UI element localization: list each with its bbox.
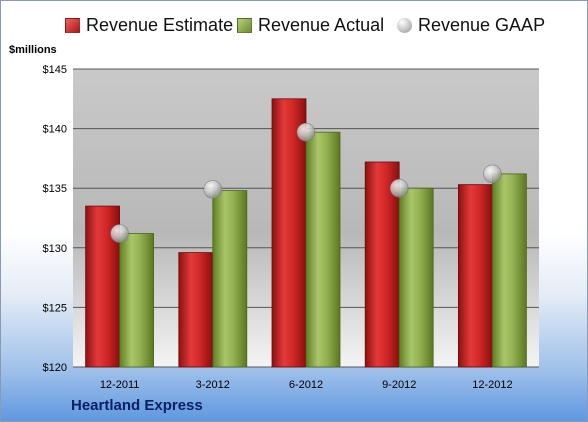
legend-marker-gaap: [397, 18, 412, 33]
bar-estimate: [178, 252, 214, 368]
x-tick-label: 12-2012: [472, 379, 512, 391]
bars: [85, 98, 527, 368]
y-tick-label: $130: [43, 243, 67, 255]
bar-estimate: [271, 98, 307, 368]
legend-item-gaap: Revenue GAAP: [397, 15, 545, 36]
y-tick-label: $125: [43, 302, 67, 314]
x-axis-ticks: 12-2011 3-2012 6-2012 9-2012 12-2012: [100, 379, 513, 391]
legend-item-actual: Revenue Actual: [237, 15, 384, 36]
bar-actual: [398, 187, 434, 368]
company-name: Heartland Express: [71, 397, 203, 414]
legend-label-actual: Revenue Actual: [258, 15, 385, 35]
x-tick-label: 3-2012: [196, 379, 230, 391]
gaap-point: [389, 178, 409, 198]
x-tick-label: 9-2012: [382, 379, 416, 391]
y-tick-label: $120: [43, 362, 67, 374]
y-tick-label: $135: [43, 183, 67, 195]
legend-item-estimate: Revenue Estimate: [65, 15, 233, 36]
y-tick-label: $145: [43, 64, 67, 76]
legend-swatch-actual: [237, 18, 252, 33]
gaap-points: [110, 122, 502, 243]
bar-actual: [491, 173, 527, 368]
bar-actual: [212, 190, 248, 368]
bar-estimate: [457, 184, 493, 368]
bar-actual: [305, 131, 341, 368]
gaap-point: [296, 122, 316, 142]
legend-swatch-estimate: [65, 18, 80, 33]
bar-estimate: [364, 161, 400, 368]
x-tick-label: 6-2012: [289, 379, 323, 391]
y-axis-unit-label: $millions: [9, 44, 57, 56]
gaap-point: [203, 180, 223, 199]
y-tick-label: $140: [43, 124, 67, 136]
gaap-point: [483, 164, 502, 184]
x-tick-label: 12-2011: [100, 379, 140, 391]
legend: Revenue Estimate Revenue Actual Revenue …: [1, 15, 587, 45]
bar-actual: [119, 233, 154, 368]
legend-label-estimate: Revenue Estimate: [86, 15, 234, 35]
y-axis-ticks: $120 $125 $130 $135 $140 $145: [43, 64, 67, 374]
gaap-point: [110, 224, 129, 243]
legend-label-gaap: Revenue GAAP: [418, 15, 546, 35]
